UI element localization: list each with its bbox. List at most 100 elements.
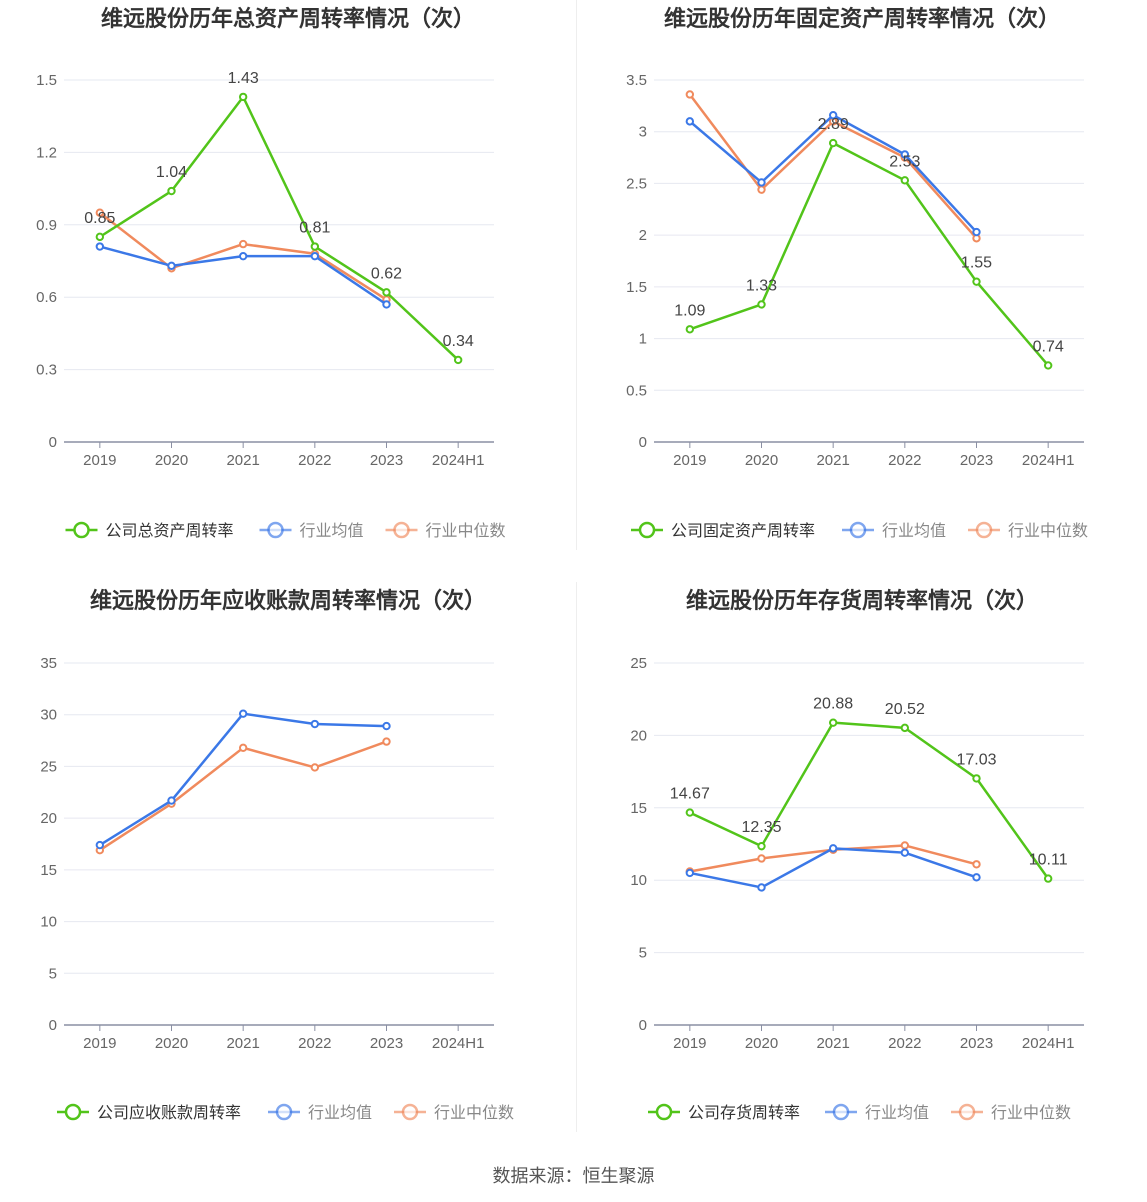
data-point [757,185,766,194]
data-point [382,737,391,746]
data-point [95,840,105,850]
x-tick-label: 2022 [298,452,331,469]
x-tick-label: 2020 [155,452,188,469]
legend-item: 行业均值 [259,521,364,540]
legend-swatch-marker [267,521,284,539]
x-tick-label: 2021 [816,1035,849,1052]
x-tick-label: 2020 [745,452,778,469]
data-label: 0.62 [371,265,402,282]
panel-divider-top [576,0,577,550]
legend-swatch-marker [975,521,993,539]
y-tick-label: 1.2 [36,144,57,161]
data-label: 1.43 [228,70,259,87]
data-point [757,300,766,309]
legend-swatch-marker [655,1103,673,1121]
series-line-0 [689,721,1050,880]
legend-label: 行业均值 [300,521,364,540]
data-label: 0.81 [299,220,330,237]
x-tick-label: 2024H1 [432,452,485,469]
data-point [453,355,463,365]
data-label: 2.89 [818,116,849,133]
data-point [828,718,838,727]
data-point [310,242,320,251]
legend-label: 行业均值 [882,521,946,540]
x-tick-label: 2022 [888,1035,921,1052]
x-tick-label: 2021 [226,1035,259,1052]
y-tick-label: 10 [630,872,647,889]
chart-title: 维远股份历年应收账款周转率情况（次） [90,588,486,614]
data-point [95,242,105,251]
data-point [382,288,391,297]
data-point [685,325,695,334]
data-point [238,239,248,249]
data-point [972,227,981,237]
legend-item: 行业中位数 [385,521,506,540]
data-label: 2.53 [889,153,920,170]
x-tick-label: 2022 [888,452,921,469]
chart-svg: 维远股份历年总资产周转率情况（次） 0 0.3 0.6 0.9 1.2 1.5 2019 202… [36,6,506,540]
y-tick-label: 2.5 [626,175,647,192]
legend-swatch-marker [64,1103,82,1121]
x-tick-label: 2023 [370,1035,403,1052]
chart-panel-receivables: 维远股份历年应收账款周转率情况（次） 0 5 10 15 20 25 30 35 2019 2020… [0,582,576,1142]
y-tick-label: 15 [630,800,647,817]
data-point [238,92,248,102]
data-label: 1.04 [156,164,187,181]
y-tick-label: 25 [630,655,647,672]
data-label: 14.67 [670,786,710,803]
data-point [95,232,105,242]
data-point [828,110,838,120]
data-label: 1.09 [674,302,705,319]
chart-title: 维远股份历年存货周转率情况（次） [686,588,1038,614]
series-line-0 [689,141,1050,367]
legend-label: 行业中位数 [1008,521,1088,540]
x-tick-label: 2024H1 [432,1035,485,1052]
data-point [1043,874,1053,883]
x-tick-label: 2021 [226,452,259,469]
data-label: 10.11 [1029,852,1068,869]
legend-label: 公司固定资产周转率 [671,521,815,540]
data-point [972,860,981,869]
legend-item: 行业中位数 [951,1103,1071,1122]
x-tick-label: 2024H1 [1022,452,1075,469]
chart-svg: 维远股份历年存货周转率情况（次） 0 5 10 15 20 25 2019 2020 2021 20… [630,588,1084,1122]
y-tick-label: 0.5 [626,382,647,399]
data-source-footer: 数据来源：恒生聚源 [492,1166,655,1186]
legend-label: 行业中位数 [991,1103,1071,1122]
chart-title: 维远股份历年总资产周转率情况（次） [101,6,475,32]
legend-label: 行业均值 [865,1103,929,1122]
y-tick-label: 0.6 [36,289,57,306]
y-tick-label: 0 [639,434,647,451]
data-label: 20.52 [885,701,925,718]
x-tick-label: 2022 [298,1035,331,1052]
data-point [1043,361,1053,370]
data-point [757,178,766,187]
x-tick-label: 2021 [816,452,849,469]
legend-swatch-marker [275,1103,293,1121]
series-line-1 [99,712,387,847]
data-point [95,208,105,217]
data-label: 0.74 [1033,338,1064,355]
y-tick-label: 10 [40,914,57,931]
data-point [310,251,320,261]
x-tick-label: 2023 [960,452,993,469]
legend-item: 行业中位数 [394,1103,514,1122]
legend-item: 公司存货周转率 [648,1103,800,1122]
legend-item: 行业均值 [268,1103,372,1122]
data-point [757,854,766,863]
data-point [685,90,695,99]
data-point [900,848,910,857]
legend-label: 公司应收账款周转率 [97,1103,241,1122]
data-point [167,796,176,805]
data-point [685,808,695,817]
x-tick-label: 2023 [370,452,403,469]
data-point [238,251,248,261]
y-tick-label: 0 [639,1017,647,1034]
chart-svg: 维远股份历年应收账款周转率情况（次） 0 5 10 15 20 25 30 35 2019 2020… [40,588,514,1122]
y-tick-label: 3.5 [626,72,647,89]
y-tick-label: 2 [639,227,647,244]
y-tick-label: 1.5 [626,279,647,296]
legend-swatch-marker [401,1103,419,1121]
y-tick-label: 5 [639,945,647,962]
